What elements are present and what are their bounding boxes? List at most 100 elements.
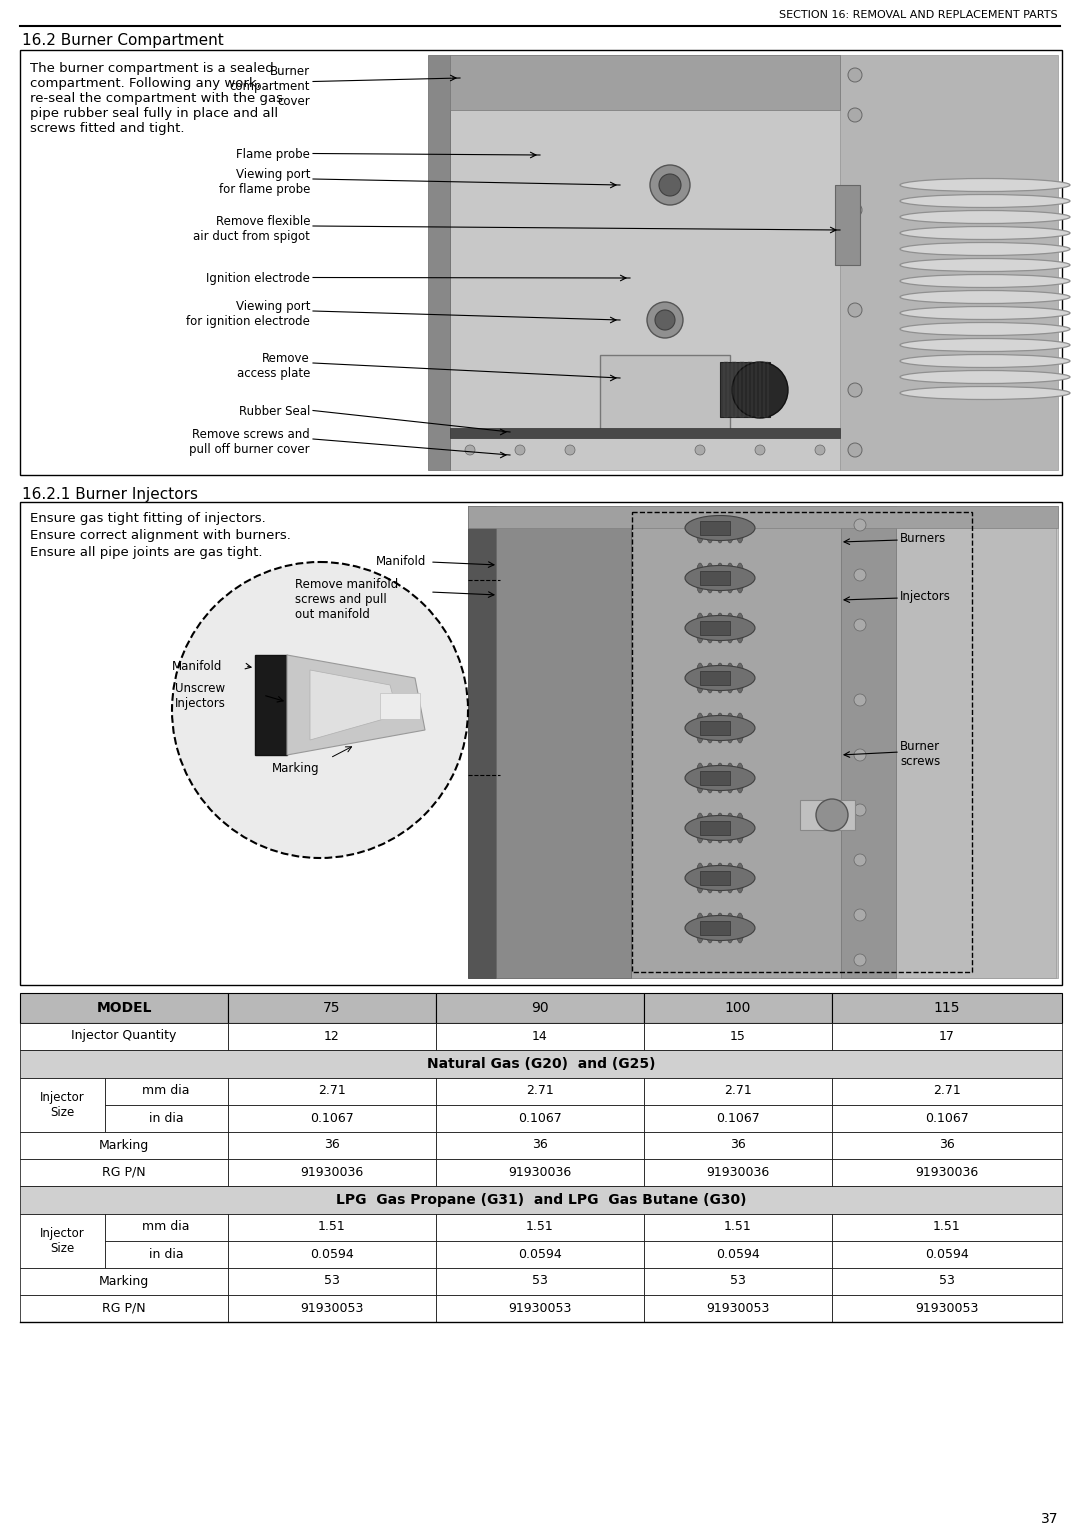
Text: 91930036: 91930036: [706, 1166, 770, 1178]
Circle shape: [848, 444, 862, 457]
Ellipse shape: [696, 713, 704, 744]
Ellipse shape: [900, 259, 1070, 271]
Bar: [450, 55, 840, 110]
Text: 53: 53: [940, 1274, 955, 1288]
Text: 53: 53: [532, 1274, 548, 1288]
Text: 17: 17: [940, 1030, 955, 1042]
Ellipse shape: [696, 662, 704, 693]
Text: in dia: in dia: [149, 1247, 184, 1261]
Bar: [748, 363, 752, 418]
Ellipse shape: [706, 563, 714, 594]
Text: Injector
Size: Injector Size: [40, 1091, 84, 1118]
Bar: [228, 1268, 436, 1294]
Text: Injector Quantity: Injector Quantity: [71, 1030, 177, 1042]
Bar: [105, 1079, 228, 1105]
Circle shape: [854, 955, 866, 965]
Ellipse shape: [685, 566, 755, 591]
Ellipse shape: [696, 614, 704, 643]
Bar: [228, 1105, 436, 1132]
Bar: [450, 55, 840, 470]
Bar: [450, 428, 840, 438]
Bar: [21, 1024, 228, 1050]
Text: 0.1067: 0.1067: [926, 1111, 969, 1125]
Text: Remove screws and
pull off burner cover: Remove screws and pull off burner cover: [189, 428, 310, 456]
Ellipse shape: [726, 614, 734, 643]
Bar: [468, 506, 496, 978]
Bar: [840, 55, 1058, 470]
Circle shape: [848, 109, 862, 122]
Text: Burner
compartment
cover: Burner compartment cover: [229, 64, 310, 109]
Ellipse shape: [706, 913, 714, 942]
Bar: [436, 1024, 644, 1050]
Text: 0.1067: 0.1067: [716, 1111, 760, 1125]
Bar: [644, 1268, 832, 1294]
Circle shape: [465, 445, 475, 454]
Bar: [644, 1105, 832, 1132]
Ellipse shape: [696, 812, 704, 843]
Ellipse shape: [726, 763, 734, 793]
Bar: [832, 1079, 1062, 1105]
Ellipse shape: [716, 812, 724, 843]
Bar: [105, 1105, 228, 1132]
Ellipse shape: [685, 516, 755, 540]
Bar: [21, 1294, 228, 1322]
Ellipse shape: [726, 913, 734, 942]
Bar: [228, 1294, 436, 1322]
Ellipse shape: [696, 763, 704, 793]
Bar: [632, 513, 972, 972]
Text: 0.0594: 0.0594: [518, 1247, 562, 1261]
Bar: [832, 1268, 1062, 1294]
Bar: [468, 506, 1058, 528]
Text: Ignition electrode: Ignition electrode: [206, 272, 310, 285]
Circle shape: [854, 750, 866, 760]
Text: MODEL: MODEL: [96, 1001, 152, 1014]
Bar: [21, 1213, 105, 1268]
Text: Manifold: Manifold: [376, 555, 427, 568]
Text: 36: 36: [730, 1138, 746, 1152]
Ellipse shape: [716, 513, 724, 543]
Text: 91930053: 91930053: [706, 1302, 770, 1314]
Text: RG P/N: RG P/N: [103, 1302, 146, 1314]
Circle shape: [815, 445, 825, 454]
Text: Injector
Size: Injector Size: [40, 1227, 84, 1255]
Bar: [436, 1105, 644, 1132]
Circle shape: [854, 909, 866, 921]
Ellipse shape: [735, 662, 744, 693]
Text: 36: 36: [532, 1138, 548, 1152]
Circle shape: [732, 363, 788, 418]
Bar: [700, 921, 730, 935]
Ellipse shape: [706, 713, 714, 744]
Ellipse shape: [735, 763, 744, 793]
Bar: [644, 993, 832, 1024]
Bar: [21, 50, 1062, 474]
Ellipse shape: [716, 713, 724, 744]
Bar: [228, 1241, 436, 1268]
Circle shape: [854, 854, 866, 866]
Circle shape: [659, 174, 681, 196]
Ellipse shape: [900, 387, 1070, 399]
Text: 90: 90: [531, 1001, 549, 1014]
Ellipse shape: [735, 863, 744, 894]
Ellipse shape: [726, 662, 734, 693]
Bar: [832, 1132, 1062, 1160]
Text: Flame probe: Flame probe: [237, 148, 310, 161]
Text: 1.51: 1.51: [526, 1221, 554, 1233]
Bar: [832, 1160, 1062, 1186]
Bar: [732, 363, 735, 418]
Bar: [644, 1079, 832, 1105]
Bar: [700, 871, 730, 884]
Bar: [436, 1268, 644, 1294]
Text: 16.2.1 Burner Injectors: 16.2.1 Burner Injectors: [22, 487, 198, 502]
Ellipse shape: [696, 863, 704, 894]
Polygon shape: [310, 670, 399, 741]
Bar: [896, 506, 1056, 978]
Ellipse shape: [696, 513, 704, 543]
Text: mm dia: mm dia: [143, 1221, 190, 1233]
Bar: [600, 355, 730, 435]
Ellipse shape: [726, 513, 734, 543]
Circle shape: [848, 67, 862, 83]
Ellipse shape: [716, 863, 724, 894]
Ellipse shape: [900, 194, 1070, 208]
Ellipse shape: [900, 242, 1070, 256]
Circle shape: [854, 519, 866, 531]
